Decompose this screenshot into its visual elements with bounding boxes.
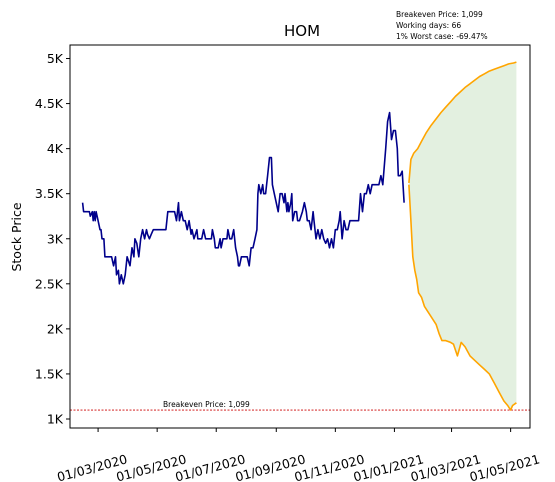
info-line-2: Working days: 66 [396,21,461,30]
y-tick-label: 1K [47,411,64,426]
projection-band [408,62,517,410]
series-line-1 [81,111,405,285]
series-line-2 [408,61,517,183]
plot-area: Breakeven Price: 1,099 [70,61,530,411]
x-axis: 01/03/202001/05/202001/07/202001/09/2020… [55,428,541,482]
axes-frame [69,44,531,429]
y-tick-label: 4K [47,141,64,156]
y-tick-label: 3.5K [35,186,64,201]
chart-title: HOM [284,22,320,40]
y-axis-label: Stock Price [9,202,24,271]
y-axis: 1K 1.5K 2K 2.5K 3K 3.5K 4K 4.5K 5K [35,51,70,426]
y-tick-label: 2.5K [35,276,64,291]
series-line-3 [408,184,517,411]
y-tick-label: 5K [47,51,64,66]
y-tick-label: 2K [47,321,64,336]
y-tick-label: 3K [47,231,64,246]
info-line-3: 1% Worst case: -69.47% [396,32,488,41]
y-tick-label: 1.5K [35,366,64,381]
breakeven-label: Breakeven Price: 1,099 [163,400,250,409]
info-line-1: Breakeven Price: 1,099 [396,10,483,19]
y-tick-label: 4.5K [35,96,64,111]
